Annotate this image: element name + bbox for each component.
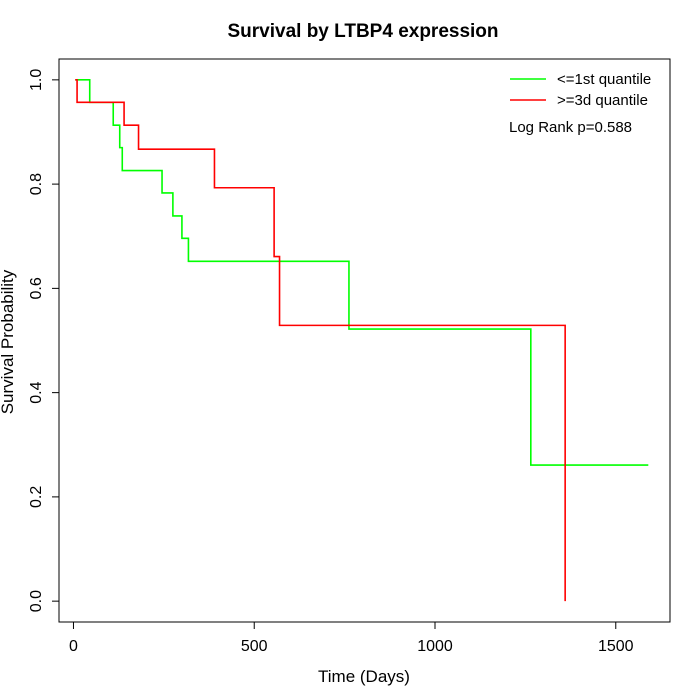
series-line-1 <box>75 79 566 602</box>
y-tick-label: 0.8 <box>28 173 45 195</box>
y-tick-label: 1.0 <box>28 69 45 91</box>
y-tick-label: 0.4 <box>28 381 45 403</box>
series-line-0 <box>75 79 649 466</box>
y-axis: 0.0 0.2 0.4 0.6 0.8 1.0 <box>28 69 60 612</box>
x-tick-label: 1000 <box>417 638 453 655</box>
x-tick-label: 1500 <box>598 638 634 655</box>
plot-frame <box>58 58 671 623</box>
x-axis: 0 500 1000 1500 <box>69 621 634 655</box>
series-layer <box>75 79 649 602</box>
y-tick-label: 0.0 <box>28 590 45 612</box>
x-tick-label: 500 <box>241 638 268 655</box>
x-tick-label: 0 <box>69 638 78 655</box>
y-tick-label: 0.2 <box>28 486 45 508</box>
y-tick-label: 0.6 <box>28 277 45 299</box>
legend-label-high: >=3d quantile <box>557 92 648 109</box>
legend-label-low: <=1st quantile <box>557 71 651 88</box>
chart-title: Survival by LTBP4 expression <box>227 21 498 42</box>
log-rank-annotation: Log Rank p=0.588 <box>509 119 632 136</box>
x-axis-label: Time (Days) <box>318 667 410 686</box>
y-axis-label: Survival Probability <box>0 269 17 414</box>
legend: <=1st quantile >=3d quantile <box>510 71 651 109</box>
